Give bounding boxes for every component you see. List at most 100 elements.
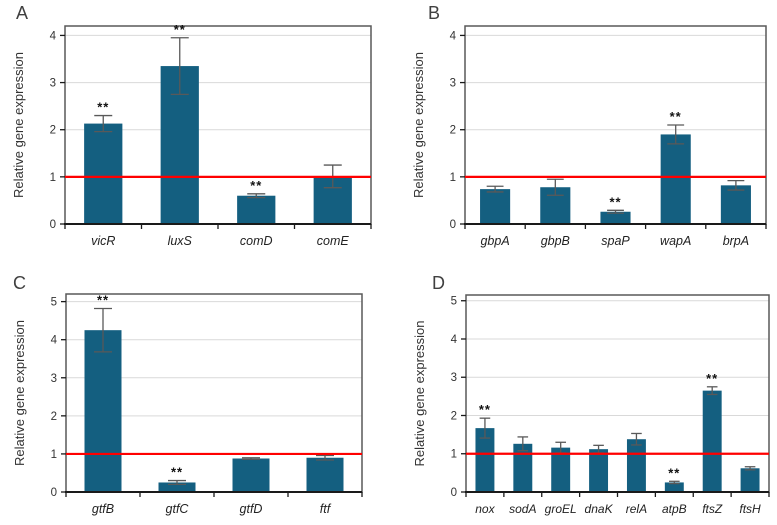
error-bar-spaP <box>607 209 624 214</box>
y-tick-label: 2 <box>451 410 457 422</box>
x-category-label: groEL <box>545 502 577 516</box>
y-tick-label: 2 <box>450 125 456 137</box>
x-category-label: comD <box>240 234 273 248</box>
error-bar-wapA <box>667 124 685 145</box>
bar-gbpA <box>480 189 511 224</box>
y-tick-label: 0 <box>451 487 457 499</box>
x-category-label: vicR <box>91 234 115 248</box>
panel-a: A ** ** ** 0 1 2 3 4 vicR luxS comD comE Relative ge… <box>0 0 389 262</box>
bar-gtfC <box>158 482 196 492</box>
plot-frame <box>465 294 770 493</box>
panel-a-label: A <box>16 3 29 23</box>
error-bar-gbpB <box>546 178 564 196</box>
y-tick-label: 1 <box>451 449 457 461</box>
y-axis-label: Relative gene expression <box>12 320 27 466</box>
x-category-label: spaP <box>601 234 630 248</box>
y-tick-label: 0 <box>51 487 57 499</box>
y-axis-label: Relative gene expression <box>411 52 426 198</box>
x-category-label: gtfD <box>240 502 263 516</box>
y-tick-label: 5 <box>51 297 57 309</box>
significance-marker: ** <box>97 292 109 307</box>
x-category-label: ftsH <box>739 502 761 516</box>
bar-relA <box>626 439 646 492</box>
error-bar-gtfC <box>168 479 186 486</box>
panel-c: C ** ** 0 1 2 3 4 5 gtfB gtfC gtfD ftf Relative gene… <box>0 262 389 525</box>
error-bar-brpA <box>727 179 745 191</box>
y-tick-label: 4 <box>450 30 457 42</box>
bar-gtfD <box>232 458 270 492</box>
bar-gtfB <box>84 330 122 492</box>
y-tick-label: 4 <box>451 334 458 346</box>
significance-marker: ** <box>670 109 682 124</box>
error-bar-ftsH <box>744 466 756 471</box>
panel-b-chart: ** ** 0 1 2 3 4 gbpA gbpB spaP wapA brpA Relative ge… <box>411 25 767 248</box>
y-tick-label: 4 <box>50 30 57 42</box>
panel-d: D ** ** ** 0 1 2 3 4 5 nox sodA groEL dnaK relA atpB ft… <box>389 262 777 525</box>
bar-groEL <box>551 447 571 492</box>
panel-d-chart: ** ** ** 0 1 2 3 4 5 nox sodA groEL dnaK relA atpB ftsZ… <box>412 294 770 516</box>
error-bar-luxS <box>170 37 189 96</box>
x-category-label: dnaK <box>585 502 614 516</box>
bar-ftf <box>306 457 344 492</box>
y-tick-label: 3 <box>451 372 457 384</box>
y-tick-label: 1 <box>50 172 56 184</box>
y-tick-label: 3 <box>50 78 56 90</box>
error-bar-gtfD <box>242 457 260 460</box>
bar-ftsZ <box>702 390 722 492</box>
bar-brpA <box>720 185 751 224</box>
y-tick-label: 0 <box>50 219 56 231</box>
bar-sodA <box>513 443 533 492</box>
panel-d-label: D <box>432 273 445 293</box>
error-bar-ftsZ <box>706 386 718 396</box>
x-category-label: brpA <box>723 234 749 248</box>
error-bar-sodA <box>517 436 529 452</box>
y-tick-label: 3 <box>450 78 456 90</box>
x-category-label: atpB <box>662 502 687 516</box>
y-tick-label: 3 <box>51 373 57 385</box>
y-tick-label: 1 <box>450 172 456 184</box>
error-bar-ftf <box>316 454 334 461</box>
x-category-label: relA <box>626 502 647 516</box>
significance-marker: ** <box>174 22 186 37</box>
significance-marker: ** <box>171 465 183 480</box>
bar-spaP <box>600 211 631 224</box>
significance-marker: ** <box>479 402 491 417</box>
x-category-label: nox <box>475 502 495 516</box>
x-category-label: ftf <box>320 502 332 516</box>
x-category-label: gtfB <box>92 502 114 516</box>
x-category-label: sodA <box>509 502 536 516</box>
x-category-label: gbpA <box>480 234 509 248</box>
significance-marker: ** <box>668 465 680 480</box>
y-axis-label: Relative gene expression <box>412 321 427 467</box>
y-tick-label: 4 <box>51 335 58 347</box>
panel-c-label: C <box>13 273 26 293</box>
bar-nox <box>475 428 495 492</box>
y-tick-label: 5 <box>451 296 457 308</box>
error-bar-vicR <box>94 114 113 133</box>
bar-ftsH <box>740 468 760 492</box>
significance-marker: ** <box>97 100 109 115</box>
bar-vicR <box>84 123 123 224</box>
x-category-label: ftsZ <box>702 502 723 516</box>
error-bar-atpB <box>669 480 680 485</box>
x-category-label: comE <box>317 234 350 248</box>
error-bar-gtfB <box>94 307 112 353</box>
x-category-label: luxS <box>168 234 193 248</box>
error-bar-comD <box>247 193 266 199</box>
y-tick-label: 2 <box>50 125 56 137</box>
error-bar-nox <box>479 417 491 439</box>
y-tick-label: 2 <box>51 411 57 423</box>
bar-comD <box>237 195 276 224</box>
error-bar-relA <box>631 432 642 446</box>
bar-wapA <box>660 134 691 224</box>
panel-b: B ** ** 0 1 2 3 4 gbpA gbpB spaP wapA brpA Relative … <box>389 0 777 262</box>
bar-dnaK <box>589 449 609 492</box>
significance-marker: ** <box>250 178 262 193</box>
y-tick-label: 1 <box>51 449 57 461</box>
significance-marker: ** <box>706 371 718 386</box>
x-category-label: wapA <box>660 234 691 248</box>
panel-b-label: B <box>428 3 441 23</box>
x-category-label: gtfC <box>166 502 190 516</box>
bar-atpB <box>664 482 684 492</box>
